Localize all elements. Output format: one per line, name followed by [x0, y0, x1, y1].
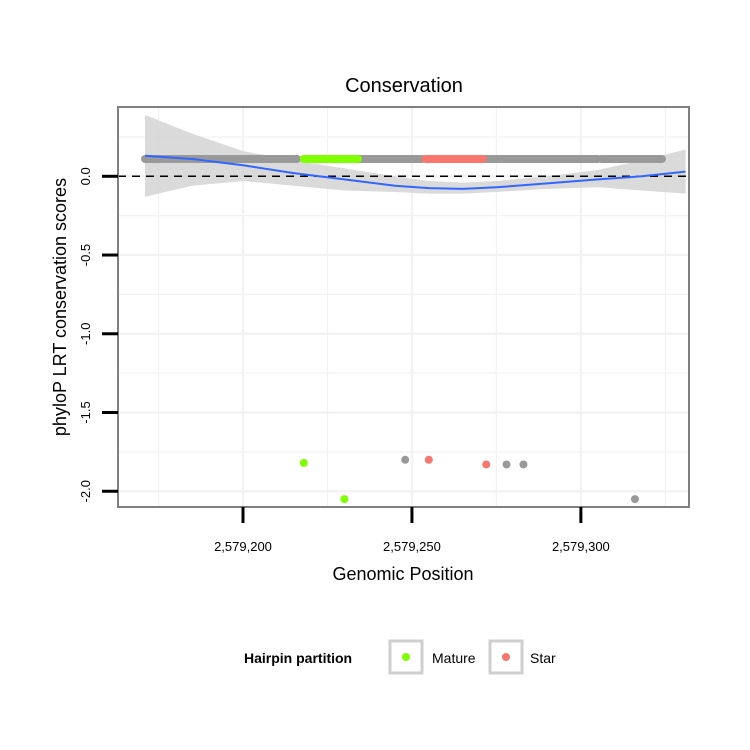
- x-tick-label: 2,579,200: [214, 539, 272, 554]
- y-axis-title: phyloP LRT conservation scores: [50, 178, 70, 436]
- x-tick-label: 2,579,250: [383, 539, 441, 554]
- legend-key-dot-star: [502, 653, 510, 661]
- legend-label-star: Star: [530, 650, 556, 666]
- smooth-trend-line: [144, 154, 686, 190]
- plot-border: [117, 106, 690, 508]
- data-point-mature: [340, 495, 349, 504]
- y-tick-label: -1.0: [78, 323, 93, 345]
- y-tick-label: -1.5: [78, 401, 93, 423]
- data-point-other: [630, 495, 639, 504]
- x-tick-label: 2,579,300: [552, 539, 610, 554]
- legend: Hairpin partition Mature Star: [244, 639, 556, 675]
- y-tick-label: -0.5: [78, 244, 93, 266]
- data-point-star: [482, 460, 491, 469]
- data-point-mature: [299, 458, 308, 467]
- legend-key-dot-mature: [402, 653, 410, 661]
- y-tick-label: 0.0: [78, 167, 93, 185]
- plot-area: 0.0 -0.5 -1.0 -1.5 -2.0 2,579,200 2,579,250 2,5…: [78, 106, 690, 554]
- data-point-other: [401, 455, 410, 464]
- data-point-star: [424, 455, 433, 464]
- legend-label-mature: Mature: [432, 650, 476, 666]
- x-axis-title: Genomic Position: [332, 564, 473, 584]
- smooth-confidence-band: [145, 114, 686, 197]
- y-tick-label: -2.0: [78, 480, 93, 502]
- chart-title: Conservation: [345, 75, 463, 97]
- data-point-other: [519, 460, 528, 469]
- data-point-other: [502, 460, 511, 469]
- legend-title: Hairpin partition: [244, 650, 352, 666]
